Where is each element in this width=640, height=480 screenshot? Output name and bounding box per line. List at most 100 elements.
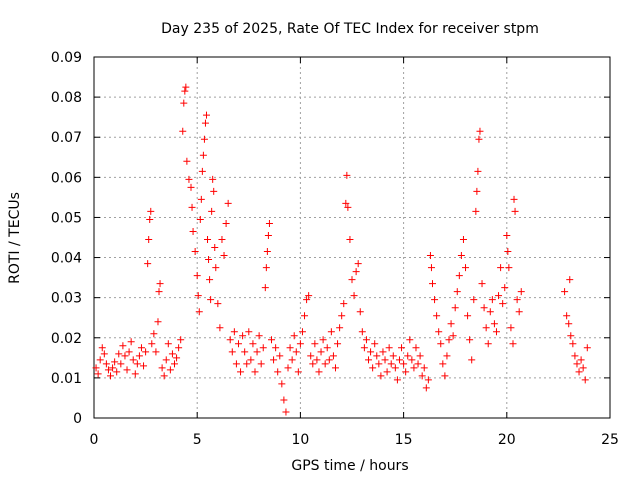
- data-point: [352, 268, 360, 276]
- data-point: [459, 236, 467, 244]
- data-point: [268, 336, 276, 344]
- data-point: [140, 362, 148, 370]
- data-point: [369, 364, 377, 372]
- data-point: [391, 364, 399, 372]
- data-point: [107, 372, 115, 380]
- data-point: [412, 344, 420, 352]
- data-point: [439, 360, 447, 368]
- data-point: [319, 336, 327, 344]
- data-point: [437, 340, 445, 348]
- data-point: [317, 348, 325, 356]
- data-point: [426, 252, 434, 260]
- data-point: [152, 348, 160, 356]
- data-point: [398, 344, 406, 352]
- data-point: [208, 207, 216, 215]
- data-point: [123, 366, 131, 374]
- data-point: [198, 167, 206, 175]
- data-point: [577, 356, 585, 364]
- data-point: [135, 352, 143, 360]
- y-tick-label: 0.06: [51, 170, 82, 186]
- data-point: [212, 264, 220, 272]
- data-point: [234, 340, 242, 348]
- data-point: [100, 350, 108, 358]
- data-point: [472, 207, 480, 215]
- data-point: [191, 248, 199, 256]
- data-point: [501, 284, 509, 292]
- data-point: [408, 356, 416, 364]
- data-point: [447, 320, 455, 328]
- data-point: [342, 199, 350, 207]
- data-point: [249, 340, 257, 348]
- data-point: [144, 260, 152, 268]
- data-point: [441, 372, 449, 380]
- x-tick-label: 10: [291, 432, 309, 448]
- data-point: [445, 336, 453, 344]
- data-point: [259, 344, 267, 352]
- data-point: [262, 264, 270, 272]
- data-point: [575, 368, 583, 376]
- data-point: [449, 332, 457, 340]
- data-point: [189, 227, 197, 235]
- data-point: [509, 340, 517, 348]
- data-point: [354, 260, 362, 268]
- data-point: [420, 364, 428, 372]
- data-point: [338, 312, 346, 320]
- data-point: [164, 340, 172, 348]
- data-point: [263, 248, 271, 256]
- data-point: [142, 348, 150, 356]
- data-point: [200, 135, 208, 143]
- data-point: [395, 356, 403, 364]
- data-point: [431, 296, 439, 304]
- data-point: [237, 368, 245, 376]
- data-point: [180, 99, 188, 107]
- data-point: [286, 344, 294, 352]
- data-point: [373, 352, 381, 360]
- data-point: [146, 215, 154, 223]
- data-point: [305, 292, 313, 300]
- data-point: [298, 328, 306, 336]
- data-point: [201, 119, 209, 127]
- data-point: [264, 231, 272, 239]
- data-point: [451, 304, 459, 312]
- data-point: [185, 175, 193, 183]
- data-point: [247, 356, 255, 364]
- data-point: [150, 330, 158, 338]
- data-point: [117, 360, 125, 368]
- data-points: [92, 83, 591, 416]
- data-point: [360, 344, 368, 352]
- data-point: [232, 360, 240, 368]
- data-point: [336, 324, 344, 332]
- data-point: [307, 352, 315, 360]
- data-point: [222, 219, 230, 227]
- data-point: [168, 350, 176, 358]
- data-point: [131, 370, 139, 378]
- data-point: [182, 83, 190, 91]
- data-point: [109, 364, 117, 372]
- data-point: [371, 340, 379, 348]
- data-point: [160, 372, 168, 380]
- data-point: [323, 344, 331, 352]
- data-point: [187, 183, 195, 191]
- data-point: [505, 264, 513, 272]
- x-tick-label: 5: [193, 432, 202, 448]
- data-point: [464, 312, 472, 320]
- data-point: [418, 372, 426, 380]
- data-point: [292, 348, 300, 356]
- data-point: [495, 292, 503, 300]
- data-point: [517, 288, 525, 296]
- data-point: [170, 360, 178, 368]
- data-point: [499, 300, 507, 308]
- data-point: [377, 372, 385, 380]
- data-point: [497, 264, 505, 272]
- data-point: [385, 344, 393, 352]
- data-point: [422, 384, 430, 392]
- data-point: [156, 280, 164, 288]
- y-tick-label: 0.05: [51, 210, 82, 226]
- data-point: [301, 312, 309, 320]
- x-tick-label: 15: [395, 432, 413, 448]
- data-point: [393, 376, 401, 384]
- data-point: [367, 348, 375, 356]
- data-point: [383, 368, 391, 376]
- x-tick-label: 25: [601, 432, 619, 448]
